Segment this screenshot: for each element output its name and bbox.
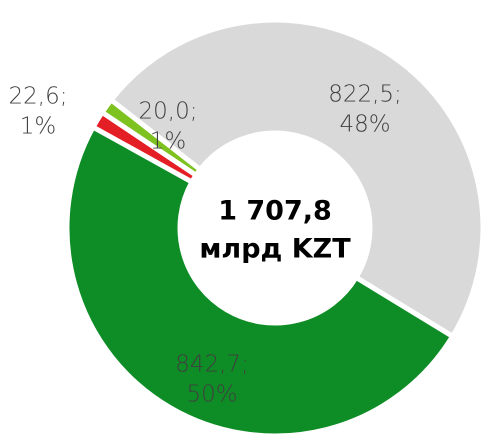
donut-slice <box>98 96 204 179</box>
slice-percent-label: 1% <box>150 129 187 155</box>
slice-value-label: 822,5; <box>328 82 402 108</box>
slice-value-label: 20,0; <box>139 99 198 125</box>
slice-percent-label: 50% <box>186 382 237 408</box>
slice-value-label: 842,7; <box>175 352 249 378</box>
donut-slice <box>64 123 457 436</box>
slice-percent-label: 48% <box>339 112 390 138</box>
center-total: 1 707,8 <box>218 196 332 227</box>
center-unit: млрд KZT <box>199 234 351 265</box>
slice-value-label: 22,6; <box>9 84 68 110</box>
slice-percent-label: 1% <box>20 114 57 140</box>
donut-slice <box>107 17 486 340</box>
